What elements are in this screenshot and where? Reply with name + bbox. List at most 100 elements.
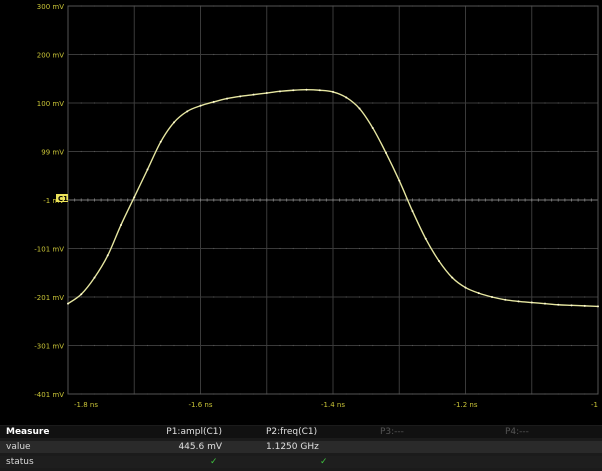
p4-name[interactable]: P4:---	[505, 427, 529, 437]
grid-dot	[80, 344, 82, 347]
grid-dot	[292, 102, 294, 104]
data-point	[332, 90, 334, 93]
data-point	[226, 97, 228, 100]
grid-dot	[186, 150, 188, 153]
grid-dot	[252, 102, 255, 104]
data-point	[371, 126, 374, 129]
y-tick-label: 300 mV	[37, 3, 64, 11]
grid-dot	[213, 150, 215, 153]
grid-dot	[372, 53, 374, 56]
grid-dot	[411, 344, 414, 347]
x-tick-label: -1.2 ns	[454, 401, 478, 409]
data-point	[424, 237, 427, 240]
grid-dot	[478, 53, 480, 56]
grid-dot	[557, 53, 559, 56]
measure-status-row: status ✓ ✓	[0, 456, 602, 468]
grid-dot	[411, 150, 414, 153]
grid-dot	[305, 344, 308, 347]
y-tick-label: -401 mV	[34, 391, 64, 399]
grid-dot	[279, 296, 281, 298]
grid-dot	[292, 53, 294, 56]
data-point	[557, 303, 560, 306]
data-point	[212, 100, 215, 103]
p3-name[interactable]: P3:---	[380, 427, 404, 437]
grid-dot	[239, 102, 241, 104]
grid-dot	[107, 296, 109, 298]
grid-dot	[372, 150, 374, 153]
data-point	[252, 93, 255, 96]
grid-dot	[226, 247, 228, 250]
grid-dot	[478, 296, 480, 298]
y-tick-label: 100 mV	[37, 100, 64, 108]
grid-dot	[425, 344, 427, 347]
grid-dot	[319, 344, 321, 347]
grid-dot	[544, 53, 546, 56]
grid-dot	[146, 53, 149, 56]
grid-dot	[160, 296, 162, 298]
grid-dot	[557, 247, 559, 250]
grid-dot	[186, 53, 188, 56]
grid-dot	[160, 247, 162, 250]
grid-dot	[451, 102, 453, 104]
grid-dot	[451, 150, 453, 153]
grid-dot	[279, 150, 281, 153]
grid-dot	[557, 150, 559, 153]
grid-dot	[173, 247, 175, 250]
grid-dot	[570, 150, 573, 153]
grid-dot	[438, 53, 440, 56]
data-point	[199, 104, 202, 107]
grid-dot	[570, 102, 573, 104]
grid-dot	[504, 53, 506, 56]
tick-labels: 300 mV 200 mV 100 mV 99 mV -1 mV -101 mV -201 …	[34, 3, 598, 409]
p1-status-check-icon: ✓	[210, 457, 218, 467]
grid-dot	[279, 53, 281, 56]
grid-dot	[252, 296, 255, 298]
y-tick-label: -101 mV	[34, 246, 64, 254]
grid-dot	[425, 296, 427, 298]
y-tick-label: -201 mV	[34, 294, 64, 302]
grid-dot	[305, 247, 308, 250]
grid-dot	[491, 344, 493, 347]
grid-dot	[93, 150, 96, 153]
channel-marker[interactable]: C1	[56, 194, 68, 203]
data-point	[385, 151, 387, 154]
grid-dot	[319, 150, 321, 153]
grid-dot	[93, 344, 96, 347]
grid-dot	[504, 247, 506, 250]
grid-dot	[504, 296, 506, 298]
grid-dot	[584, 150, 586, 153]
data-point	[530, 301, 533, 304]
data-point	[504, 298, 507, 301]
p2-name[interactable]: P2:freq(C1)	[266, 427, 318, 437]
p1-name[interactable]: P1:ampl(C1)	[166, 427, 222, 437]
grid-dot	[517, 53, 520, 56]
grid-dot	[345, 53, 347, 56]
grid-dot	[173, 150, 175, 153]
grid-dot	[478, 344, 480, 347]
grid-dot	[226, 53, 228, 56]
grid-dot	[173, 53, 175, 56]
grid-dot	[120, 344, 122, 347]
grid-dot	[345, 150, 347, 153]
grid-dot	[186, 247, 188, 250]
data-point	[120, 223, 122, 226]
grid-dot	[319, 247, 321, 250]
y-tick-label: -1 mV	[43, 197, 64, 205]
data-point	[80, 293, 83, 296]
grid-dot	[358, 296, 361, 298]
grid-dot	[557, 296, 559, 298]
x-tick-label: -1.4 ns	[321, 401, 345, 409]
grid-dot	[425, 150, 427, 153]
grid-dot	[491, 150, 493, 153]
grid-dot	[491, 247, 493, 250]
grid-dot	[544, 247, 546, 250]
channel-marker-label: C1	[58, 195, 68, 203]
grid-dot	[239, 53, 241, 56]
grid-dot	[305, 53, 308, 56]
grid-dot	[411, 53, 414, 56]
grid-dot	[120, 247, 122, 250]
grid-dot	[213, 53, 215, 56]
grid-dot	[557, 344, 559, 347]
waveform-plot: 300 mV 200 mV 100 mV 99 mV -1 mV -101 mV -201 …	[34, 3, 599, 409]
grid-dot	[252, 53, 255, 56]
